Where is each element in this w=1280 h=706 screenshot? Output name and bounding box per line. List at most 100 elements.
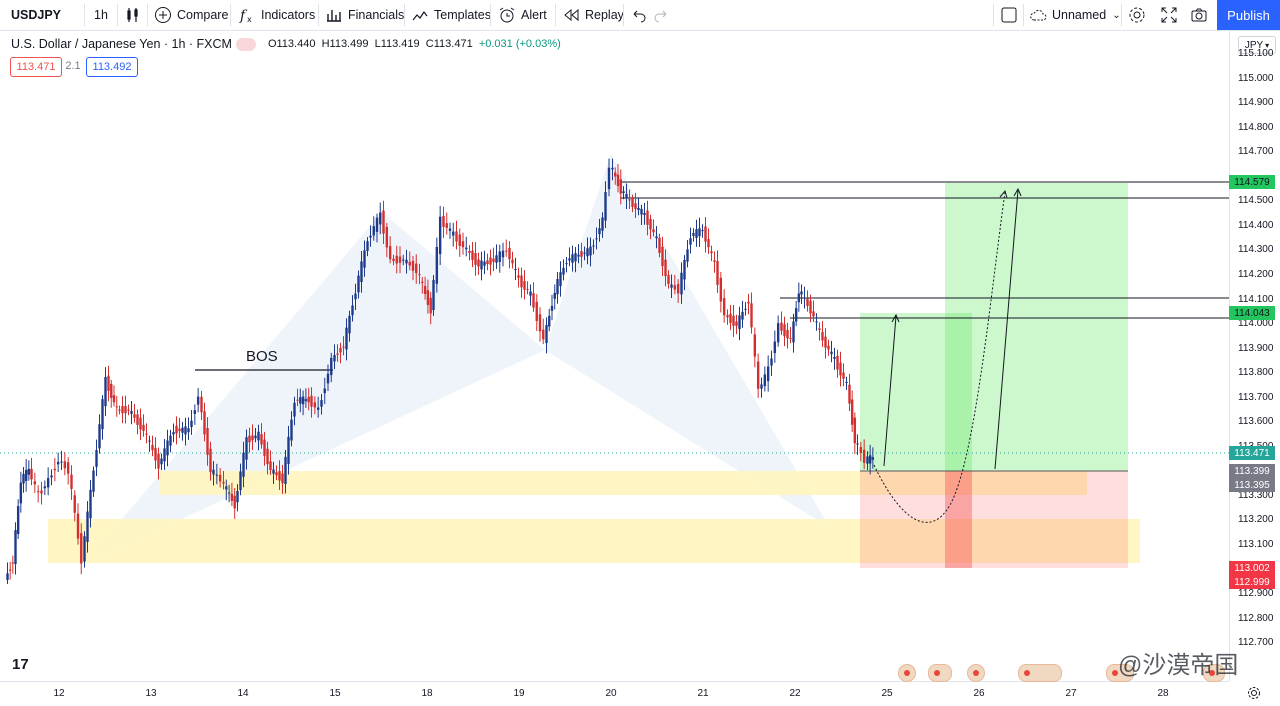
open-value: O113.440 bbox=[267, 38, 316, 50]
snapshot-button[interactable] bbox=[1190, 0, 1213, 30]
time-tick: 27 bbox=[1065, 688, 1077, 699]
candle-body bbox=[22, 473, 25, 484]
sell-price-button[interactable]: 113.471 bbox=[10, 57, 62, 77]
event-marker-group[interactable] bbox=[1203, 664, 1225, 682]
symbol-search-button[interactable]: USDJPY bbox=[11, 0, 61, 30]
candle-body bbox=[508, 247, 511, 260]
candle-body bbox=[43, 486, 47, 489]
market-status-pill[interactable] bbox=[235, 37, 256, 51]
time-tick: 12 bbox=[53, 688, 65, 699]
price-tick: 114.300 bbox=[1238, 244, 1274, 256]
event-marker[interactable] bbox=[898, 664, 916, 682]
alert-button[interactable]: Alert bbox=[498, 0, 547, 30]
candle-body bbox=[209, 448, 212, 473]
candle-body bbox=[562, 267, 565, 275]
publish-button[interactable]: Publish bbox=[1217, 0, 1280, 30]
candle-body bbox=[511, 259, 514, 264]
candle-body bbox=[130, 410, 133, 414]
candle-body bbox=[574, 253, 577, 262]
buy-price-button[interactable]: 113.492 bbox=[86, 57, 138, 77]
time-axis[interactable] bbox=[0, 681, 1229, 706]
candle-body bbox=[310, 395, 313, 407]
templates-button[interactable]: Templates bbox=[411, 0, 491, 30]
bos-label: BOS bbox=[246, 348, 278, 365]
candle-body bbox=[184, 426, 187, 435]
projection-arrow-2-head bbox=[1013, 187, 1022, 197]
select-checkbox[interactable] bbox=[1000, 0, 1023, 30]
rewind-icon bbox=[564, 8, 579, 22]
price-tick: 113.700 bbox=[1238, 391, 1274, 403]
price-tick: 113.900 bbox=[1238, 342, 1274, 354]
candle-body bbox=[850, 399, 854, 425]
gear-icon[interactable] bbox=[1247, 686, 1261, 700]
financials-button[interactable]: Financials bbox=[325, 0, 404, 30]
undo-button[interactable] bbox=[630, 0, 653, 30]
candle-body bbox=[435, 246, 439, 284]
candle-body bbox=[372, 226, 375, 236]
candle-body bbox=[535, 301, 538, 322]
interval-button[interactable]: 1h bbox=[94, 0, 108, 30]
candle-body bbox=[408, 261, 411, 266]
candle-body bbox=[598, 228, 601, 235]
candle-body bbox=[101, 399, 104, 430]
layout-name-button[interactable]: Unnamed ⌄ bbox=[1029, 0, 1121, 30]
currency-selector[interactable]: JPY ▾ bbox=[1238, 36, 1276, 54]
candle-body bbox=[611, 167, 614, 170]
candle-body bbox=[287, 436, 290, 464]
event-marker-group[interactable] bbox=[1106, 664, 1134, 682]
interval-label: 1h bbox=[94, 8, 108, 22]
price-chart[interactable] bbox=[0, 31, 1229, 681]
candle-body bbox=[670, 284, 673, 288]
candle-body bbox=[667, 275, 670, 284]
redo-button[interactable] bbox=[652, 0, 675, 30]
event-marker-group[interactable] bbox=[1018, 664, 1062, 682]
time-tick: 15 bbox=[329, 688, 341, 699]
event-marker[interactable] bbox=[967, 664, 985, 682]
settings-button[interactable] bbox=[1128, 0, 1151, 30]
candle-body bbox=[794, 308, 798, 322]
candle-body bbox=[24, 469, 28, 481]
divider bbox=[1023, 4, 1024, 26]
candle-body bbox=[260, 434, 263, 445]
candle-body bbox=[680, 272, 683, 295]
candle-body bbox=[107, 375, 110, 391]
time-tick: 28 bbox=[1157, 688, 1169, 699]
candle-body bbox=[316, 407, 320, 410]
candle-body bbox=[738, 315, 741, 330]
candle-body bbox=[550, 305, 554, 311]
candle-body bbox=[676, 283, 680, 294]
candle-body bbox=[172, 432, 175, 435]
candle-body bbox=[66, 462, 70, 474]
candle-body bbox=[239, 471, 242, 491]
fullscreen-button[interactable] bbox=[1160, 0, 1183, 30]
candle-body bbox=[806, 298, 809, 306]
price-tick: 114.700 bbox=[1238, 146, 1274, 158]
candle-body bbox=[862, 449, 866, 463]
price-tick: 114.200 bbox=[1238, 268, 1274, 280]
candle-body bbox=[701, 230, 704, 232]
candle-body bbox=[60, 461, 63, 463]
demand-zone-upper bbox=[160, 471, 1087, 495]
candle-body bbox=[770, 358, 773, 366]
alarm-clock-icon bbox=[499, 7, 515, 23]
tradingview-logo[interactable]: 17 bbox=[12, 656, 29, 673]
candle-body bbox=[538, 314, 542, 332]
currency-label: JPY bbox=[1244, 39, 1264, 51]
candle-body bbox=[614, 172, 617, 177]
event-marker-group[interactable] bbox=[928, 664, 952, 682]
candle-body bbox=[92, 470, 95, 492]
candle-body bbox=[589, 246, 592, 256]
price-tick: 112.800 bbox=[1238, 612, 1274, 624]
chart-type-button[interactable] bbox=[124, 0, 147, 30]
divider bbox=[1121, 4, 1122, 26]
candle-body bbox=[448, 228, 452, 231]
position-2-stop bbox=[945, 471, 1128, 568]
candle-body bbox=[498, 251, 501, 262]
divider bbox=[318, 4, 319, 26]
compare-button[interactable]: Compare bbox=[154, 0, 228, 30]
symbol-title[interactable]: U.S. Dollar / Japanese Yen · 1h · FXCM bbox=[11, 37, 232, 51]
indicators-button[interactable]: f x Indicators bbox=[238, 0, 315, 30]
candle-body bbox=[121, 406, 124, 414]
replay-button[interactable]: Replay bbox=[562, 0, 624, 30]
candle-body bbox=[773, 341, 777, 354]
